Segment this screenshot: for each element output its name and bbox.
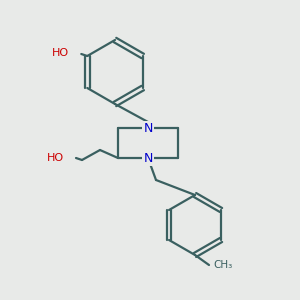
Text: N: N [143, 152, 153, 164]
Text: N: N [143, 122, 153, 134]
Text: HO: HO [52, 48, 69, 58]
Text: CH₃: CH₃ [213, 260, 232, 270]
Text: HO: HO [47, 153, 64, 163]
